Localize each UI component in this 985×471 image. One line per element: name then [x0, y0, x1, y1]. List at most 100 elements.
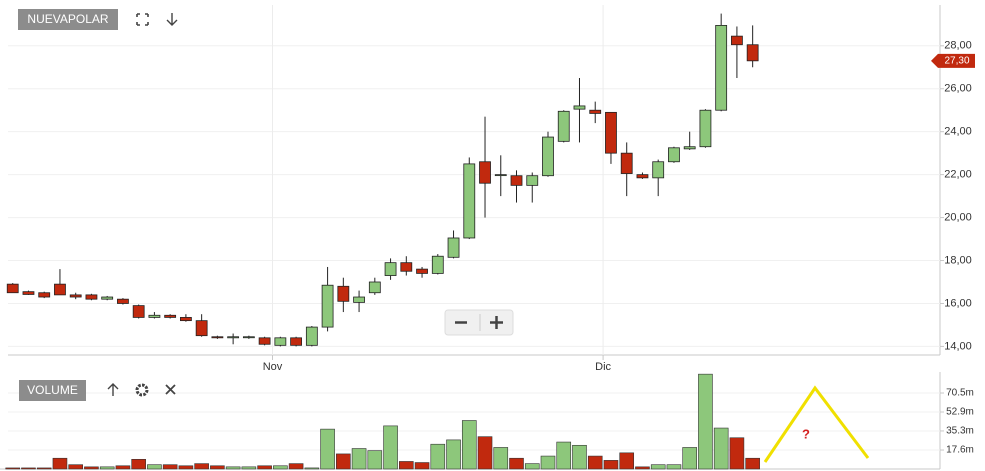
candle-body — [510, 175, 523, 186]
candle-body — [573, 105, 586, 110]
volume-bar — [304, 467, 320, 470]
candle-body — [636, 174, 649, 179]
volume-bar — [745, 457, 760, 470]
candle-body — [479, 161, 491, 184]
zoom-in[interactable] — [490, 316, 503, 329]
candle-body — [589, 109, 602, 114]
volume-bar — [587, 455, 603, 470]
volume-bar — [225, 466, 241, 470]
volume-bar — [461, 420, 477, 470]
x-tick-label: Dic — [595, 361, 611, 373]
volume-button[interactable] — [19, 380, 86, 401]
y-tick-label: 17.6m — [946, 445, 974, 456]
volume-bar — [367, 450, 383, 470]
volume-bar — [241, 466, 257, 470]
volume-bar — [414, 462, 430, 470]
volume-bar — [194, 463, 209, 470]
volume-bar — [162, 464, 178, 470]
candle-body — [117, 298, 129, 304]
volume-bar — [320, 428, 335, 470]
volume-bar — [635, 466, 650, 470]
volume-bar — [5, 467, 21, 470]
candle-body — [38, 292, 51, 298]
y-tick-label: 26,00 — [944, 83, 972, 95]
candle-body — [179, 317, 192, 322]
candle-body — [384, 262, 397, 276]
move-up-icon[interactable] — [107, 383, 119, 396]
candle-body — [164, 314, 177, 318]
candle-body — [290, 337, 303, 346]
fullscreen-icon[interactable] — [136, 13, 149, 26]
candle-body — [731, 35, 743, 46]
volume-bar — [698, 373, 713, 470]
volume-bar — [115, 465, 131, 470]
candle-body — [101, 296, 114, 300]
candle-body — [683, 146, 696, 150]
candle-body — [242, 336, 255, 339]
candle-body — [305, 326, 318, 346]
volume-bar — [650, 464, 666, 470]
y-tick-label: 28,00 — [944, 40, 972, 52]
candle-body — [494, 174, 507, 177]
download-icon[interactable] — [166, 13, 178, 26]
candle-body — [6, 283, 19, 294]
y-tick-label: 22,00 — [944, 169, 972, 181]
volume-bar — [540, 455, 556, 470]
volume-bar — [131, 458, 146, 470]
candle-body — [258, 337, 271, 345]
candle-body — [699, 109, 712, 148]
candle-body — [211, 336, 224, 339]
volume-bar — [178, 465, 194, 470]
y-tick-label: 20,00 — [944, 211, 972, 223]
y-tick-label: 14,00 — [944, 340, 972, 352]
candle-body — [337, 285, 350, 302]
volume-bar — [446, 439, 461, 470]
y-tick-label: 35.3m — [946, 426, 974, 437]
volume-bar — [351, 448, 367, 470]
volume-bar — [524, 463, 540, 470]
volume-bar — [257, 465, 272, 470]
volume-bar — [99, 466, 115, 470]
volume-bar — [509, 457, 524, 470]
y-tick-label: 70.5m — [946, 388, 974, 399]
candle-body — [463, 163, 476, 239]
volume-bar — [572, 444, 587, 470]
volume-bar — [619, 452, 635, 470]
volume-bar — [666, 464, 682, 470]
candle-body — [431, 255, 444, 274]
symbol-label: NUEVAPOLAR — [27, 12, 108, 26]
candle-body — [400, 262, 413, 272]
x-tick-label: Nov — [263, 361, 283, 373]
y-tick-label: 16,00 — [944, 297, 972, 309]
volume-bar — [603, 460, 619, 470]
candle-body — [620, 152, 633, 174]
volume-bar — [52, 457, 68, 470]
candle-body — [22, 291, 35, 295]
y-tick-label: 52.9m — [946, 407, 974, 418]
annotation: ? — [802, 426, 810, 441]
close-icon[interactable] — [165, 384, 176, 395]
volume-bar — [399, 461, 414, 470]
y-tick-label: 24,00 — [944, 126, 972, 138]
volume-bar — [729, 437, 745, 470]
candle-body — [274, 337, 287, 346]
last-price-label: 27,30 — [944, 55, 969, 66]
candle-body — [69, 294, 82, 298]
candle-body — [54, 283, 66, 296]
volume-bar — [430, 443, 446, 470]
symbol-button[interactable] — [18, 9, 118, 30]
settings-icon[interactable] — [135, 383, 149, 397]
volume-bar — [210, 465, 225, 470]
candle-body — [746, 44, 759, 62]
volume-bar — [477, 436, 493, 470]
candle-body — [368, 281, 381, 294]
volume-bar — [21, 467, 36, 470]
drawing-shape — [763, 385, 870, 463]
last-price-tag — [931, 53, 975, 68]
volume-bar — [288, 463, 304, 470]
volume-bar — [273, 465, 288, 470]
candle-body — [557, 110, 570, 142]
volume-bar — [383, 425, 398, 470]
